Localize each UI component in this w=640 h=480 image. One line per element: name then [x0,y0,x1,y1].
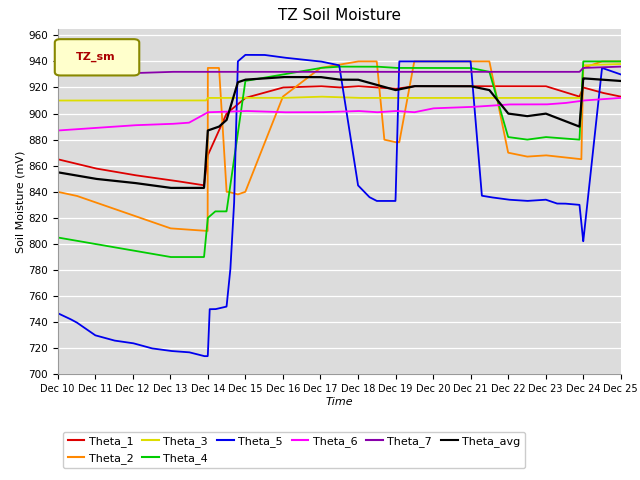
Theta_1 [411,84,419,89]
Theta_3 [118,97,125,103]
Theta_3 [545,95,553,101]
Theta_5 [200,353,208,359]
Theta_2 [152,220,159,226]
Theta_avg [166,185,174,191]
Theta_5 [54,310,61,316]
Theta_6 [617,95,625,101]
Theta_avg [606,77,614,83]
Theta_1 [54,156,61,162]
Text: TZ_sm: TZ_sm [76,52,116,62]
Theta_2 [54,189,61,195]
Theta_6 [606,96,614,102]
Theta_avg [118,179,125,184]
Theta_3 [617,61,625,67]
Theta_1 [270,87,278,93]
Legend: Theta_1, Theta_2, Theta_3, Theta_4, Theta_5, Theta_6, Theta_7, Theta_avg: Theta_1, Theta_2, Theta_3, Theta_4, Thet… [63,432,525,468]
Theta_4 [54,235,61,240]
Theta_4 [617,59,625,64]
Line: Theta_7: Theta_7 [58,67,621,74]
FancyBboxPatch shape [55,39,140,75]
Theta_5 [294,56,302,62]
Theta_2 [270,117,278,122]
Theta_5 [241,52,249,58]
Title: TZ Soil Moisture: TZ Soil Moisture [278,9,401,24]
Theta_7 [269,69,277,75]
Theta_6 [118,123,125,129]
Theta_1 [118,170,125,176]
Theta_1 [545,84,553,90]
Theta_2 [606,59,614,64]
Theta_3 [269,95,277,101]
Theta_2 [545,153,553,158]
Theta_6 [54,128,61,133]
Theta_7 [152,70,159,75]
Theta_7 [617,64,625,70]
Line: Theta_3: Theta_3 [58,64,621,100]
Theta_1 [606,92,614,97]
Theta_avg [54,169,61,175]
Theta_7 [118,70,125,76]
Theta_4 [545,134,553,140]
Theta_1 [200,182,208,188]
Theta_4 [580,59,588,64]
Theta_3 [606,61,614,67]
Theta_6 [294,109,302,115]
Theta_2 [617,59,625,64]
Y-axis label: Soil Moisture (mV): Soil Moisture (mV) [15,150,26,253]
Theta_avg [617,78,625,84]
Theta_5 [606,68,614,73]
X-axis label: Time: Time [325,397,353,407]
Theta_avg [545,112,553,118]
Theta_5 [617,72,625,77]
Theta_3 [152,97,159,103]
Theta_4 [152,252,159,257]
Theta_6 [269,109,277,115]
Theta_avg [294,74,302,80]
Line: Theta_5: Theta_5 [58,55,621,356]
Line: Theta_avg: Theta_avg [58,77,621,188]
Theta_avg [279,74,287,80]
Theta_6 [545,101,553,107]
Theta_1 [294,84,302,90]
Theta_2 [354,59,362,64]
Theta_3 [294,95,302,100]
Theta_4 [166,254,174,260]
Theta_avg [270,75,278,81]
Theta_2 [202,228,210,234]
Theta_6 [152,121,159,127]
Theta_5 [270,53,278,59]
Theta_2 [294,82,302,88]
Theta_7 [545,69,553,75]
Line: Theta_2: Theta_2 [58,61,621,231]
Line: Theta_1: Theta_1 [58,86,621,185]
Theta_4 [294,69,302,75]
Theta_1 [617,94,625,99]
Theta_5 [118,339,125,345]
Theta_4 [606,59,614,64]
Theta_7 [606,64,614,70]
Theta_1 [152,175,159,181]
Theta_3 [54,97,61,103]
Theta_2 [118,209,125,215]
Theta_7 [294,69,302,75]
Theta_4 [118,246,125,252]
Theta_4 [270,73,278,79]
Theta_7 [54,72,61,77]
Theta_5 [545,198,553,204]
Theta_5 [152,346,159,352]
Line: Theta_4: Theta_4 [58,61,621,257]
Line: Theta_6: Theta_6 [58,98,621,131]
Theta_avg [152,183,159,189]
